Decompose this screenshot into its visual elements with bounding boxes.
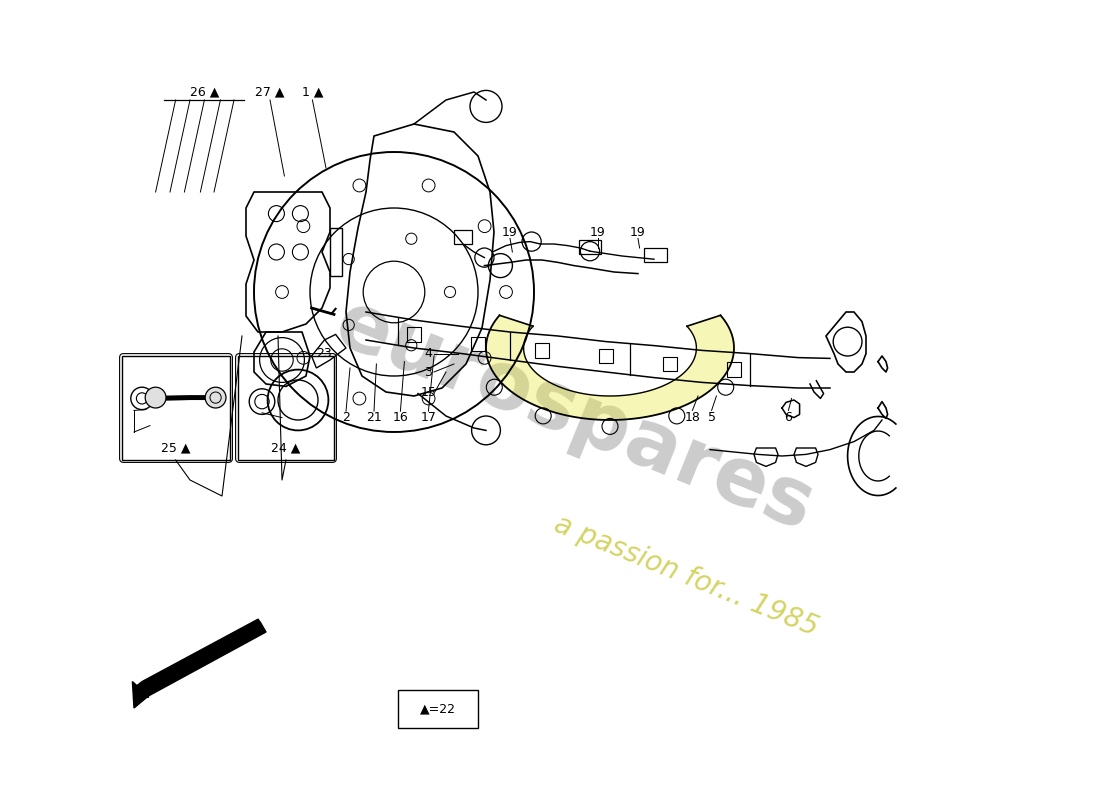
Bar (330, 228, 342, 276)
Bar (454, 230, 472, 244)
Text: 6: 6 (784, 411, 792, 424)
Text: 24 ▲: 24 ▲ (272, 442, 300, 454)
Bar (727, 362, 741, 377)
Text: 2: 2 (342, 411, 350, 424)
Bar (398, 690, 478, 728)
Text: 27 ▲: 27 ▲ (255, 86, 285, 98)
Text: 5: 5 (707, 411, 716, 424)
Text: 19: 19 (630, 226, 646, 238)
Text: 18: 18 (684, 411, 701, 424)
Bar (579, 240, 602, 254)
Bar (122, 356, 230, 460)
Bar (407, 327, 421, 342)
Bar (598, 349, 613, 363)
Bar (645, 248, 667, 262)
Text: 25 ▲: 25 ▲ (161, 442, 190, 454)
Text: 3: 3 (425, 366, 432, 378)
Text: 23: 23 (317, 347, 332, 360)
Circle shape (145, 387, 166, 408)
Polygon shape (132, 682, 148, 708)
Bar (535, 343, 549, 358)
Polygon shape (134, 619, 266, 698)
Text: 17: 17 (420, 411, 437, 424)
Text: 4: 4 (425, 347, 432, 360)
Text: 19: 19 (590, 226, 606, 238)
Text: 15: 15 (420, 386, 437, 398)
Text: 26 ▲: 26 ▲ (189, 86, 219, 98)
Bar (663, 357, 678, 371)
Bar (238, 356, 334, 460)
Circle shape (206, 387, 225, 408)
Polygon shape (486, 315, 734, 420)
Text: ▲=22: ▲=22 (420, 702, 456, 715)
Text: eurospares: eurospares (323, 285, 825, 547)
Text: 19: 19 (502, 226, 518, 238)
Text: 21: 21 (366, 411, 382, 424)
Text: a passion for... 1985: a passion for... 1985 (550, 510, 822, 642)
Text: 16: 16 (393, 411, 408, 424)
Text: 1 ▲: 1 ▲ (301, 86, 323, 98)
Bar (471, 337, 485, 351)
